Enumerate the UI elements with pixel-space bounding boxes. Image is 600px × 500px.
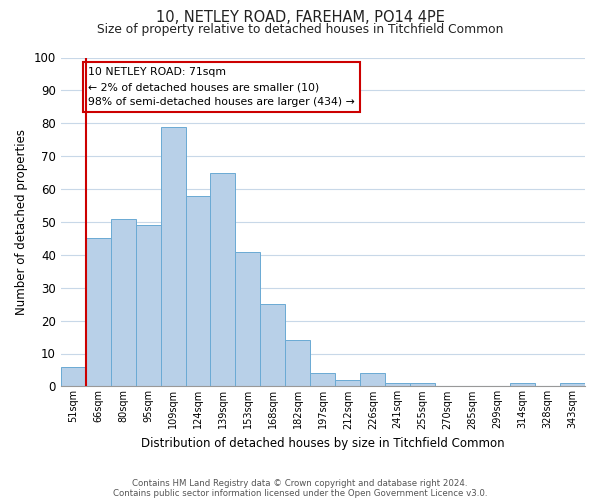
Bar — [211, 172, 235, 386]
Bar — [136, 225, 161, 386]
Text: 10 NETLEY ROAD: 71sqm
← 2% of detached houses are smaller (10)
98% of semi-detac: 10 NETLEY ROAD: 71sqm ← 2% of detached h… — [88, 68, 355, 107]
Bar — [235, 252, 260, 386]
Bar — [410, 383, 435, 386]
Bar — [510, 383, 535, 386]
Text: Contains HM Land Registry data © Crown copyright and database right 2024.: Contains HM Land Registry data © Crown c… — [132, 478, 468, 488]
Bar — [260, 304, 286, 386]
Bar — [286, 340, 310, 386]
Text: 10, NETLEY ROAD, FAREHAM, PO14 4PE: 10, NETLEY ROAD, FAREHAM, PO14 4PE — [155, 10, 445, 25]
Text: Size of property relative to detached houses in Titchfield Common: Size of property relative to detached ho… — [97, 22, 503, 36]
Bar — [110, 218, 136, 386]
Bar — [360, 373, 385, 386]
Bar — [86, 238, 110, 386]
Text: Contains public sector information licensed under the Open Government Licence v3: Contains public sector information licen… — [113, 488, 487, 498]
X-axis label: Distribution of detached houses by size in Titchfield Common: Distribution of detached houses by size … — [141, 437, 505, 450]
Bar — [310, 373, 335, 386]
Bar — [185, 196, 211, 386]
Bar — [161, 126, 185, 386]
Bar — [335, 380, 360, 386]
Y-axis label: Number of detached properties: Number of detached properties — [15, 129, 28, 315]
Bar — [61, 366, 86, 386]
Bar — [560, 383, 585, 386]
Bar — [385, 383, 410, 386]
